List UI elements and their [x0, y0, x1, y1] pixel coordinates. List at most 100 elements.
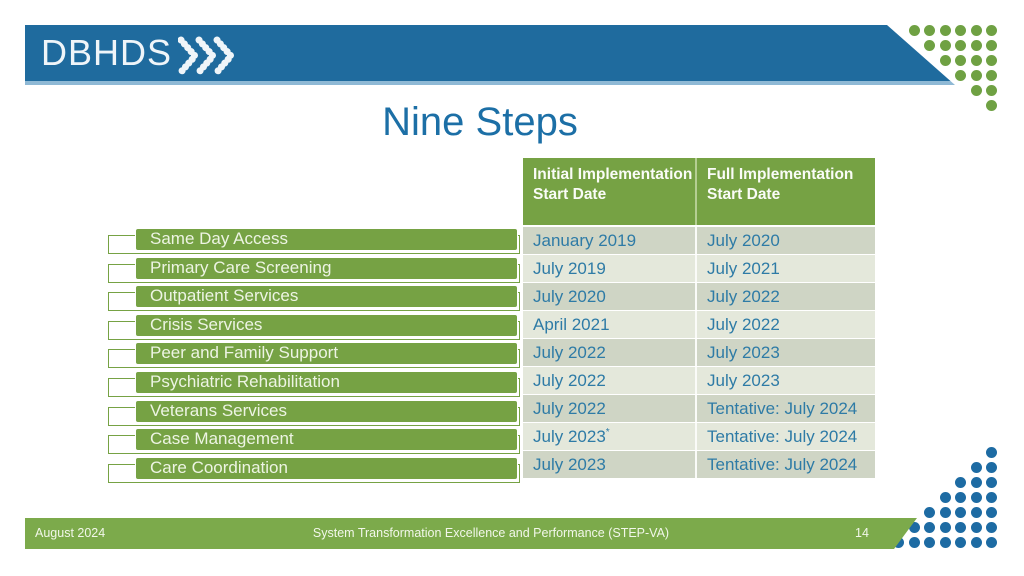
footer-date: August 2024 — [35, 526, 106, 540]
step-bar-care-coordination: Care Coordination — [135, 456, 518, 480]
dot-icon — [986, 40, 997, 51]
footer-bar: August 2024 System Transformation Excell… — [25, 518, 917, 549]
step-bar-psychiatric-rehabilitation: Psychiatric Rehabilitation — [135, 370, 518, 394]
dot-row — [986, 447, 997, 458]
initial-date-cell: January 2019 — [523, 227, 697, 254]
dot-icon — [986, 522, 997, 533]
page-number: 14 — [855, 526, 869, 540]
dot-icon — [908, 522, 920, 533]
dot-icon — [955, 492, 966, 503]
initial-date-cell: July 2022 — [523, 395, 697, 422]
column-header-full: Full Implementation Start Date — [697, 158, 875, 225]
dot-icon — [986, 70, 997, 81]
bottom-right-dots — [893, 447, 997, 548]
table-row: July 2023 Tentative: July 2024 — [523, 451, 875, 479]
initial-date-cell: July 2022 — [523, 367, 697, 394]
dot-icon — [986, 537, 997, 548]
step-bar-primary-care-screening: Primary Care Screening — [135, 256, 518, 280]
dbhds-logo: DBHDS — [41, 32, 173, 73]
full-date-cell: July 2021 — [697, 255, 875, 282]
dot-icon — [986, 55, 997, 66]
step-bar-peer-and-family-support: Peer and Family Support — [135, 342, 518, 366]
dot-icon — [955, 25, 966, 36]
full-date-cell: Tentative: July 2024 — [697, 395, 875, 422]
top-right-dots — [908, 25, 997, 111]
dot-row — [939, 492, 997, 503]
dot-row — [986, 100, 997, 111]
dot-icon — [939, 25, 951, 36]
table-row: July 2022 July 2023 — [523, 367, 875, 395]
dot-icon — [986, 477, 997, 488]
full-date-cell: July 2022 — [697, 283, 875, 310]
dot-icon — [924, 40, 935, 51]
full-date-cell: July 2023 — [697, 367, 875, 394]
full-date-cell: July 2023 — [697, 339, 875, 366]
table-row: July 2019 July 2021 — [523, 255, 875, 283]
table-row: July 2020 July 2022 — [523, 283, 875, 311]
dot-icon — [970, 85, 982, 96]
initial-date-cell: July 2022 — [523, 339, 697, 366]
step-row: Care Coordination — [108, 456, 522, 483]
step-bar-same-day-access: Same Day Access — [135, 228, 518, 251]
step-bar-veterans-services: Veterans Services — [135, 399, 518, 423]
dot-icon — [970, 492, 982, 503]
step-row: Peer and Family Support — [108, 342, 522, 369]
dot-row — [924, 507, 997, 518]
full-date-cell: July 2022 — [697, 311, 875, 338]
dot-row — [924, 40, 997, 51]
dot-icon — [970, 40, 982, 51]
initial-date-cell: July 2023 — [523, 451, 697, 478]
dot-icon — [924, 25, 935, 36]
dot-icon — [986, 447, 997, 458]
step-row: Same Day Access — [108, 228, 522, 254]
dot-icon — [939, 492, 951, 503]
dot-icon — [970, 537, 982, 548]
dot-icon — [908, 537, 920, 548]
dot-icon — [970, 70, 982, 81]
initial-date-cell: July 2023* — [523, 423, 697, 450]
table-row: January 2019 July 2020 — [523, 227, 875, 255]
dot-icon — [924, 537, 935, 548]
step-bar-outpatient-services: Outpatient Services — [135, 285, 518, 309]
dot-row — [955, 70, 997, 81]
dot-icon — [955, 55, 966, 66]
dot-icon — [986, 492, 997, 503]
initial-date-cell: July 2020 — [523, 283, 697, 310]
dot-icon — [955, 40, 966, 51]
dot-icon — [970, 522, 982, 533]
dot-icon — [986, 85, 997, 96]
table-row: April 2021 July 2022 — [523, 311, 875, 339]
footnote-mark: * — [605, 427, 610, 438]
dot-icon — [986, 100, 997, 111]
dot-icon — [939, 507, 951, 518]
column-header-initial: Initial Implementation Start Date — [523, 158, 697, 225]
step-list: Same Day Access Primary Care Screening O… — [108, 228, 522, 485]
dot-row — [893, 537, 997, 548]
dot-icon — [986, 462, 997, 473]
step-row: Case Management — [108, 428, 522, 455]
dot-icon — [924, 507, 935, 518]
dot-row — [970, 85, 997, 96]
step-row: Primary Care Screening — [108, 256, 522, 283]
page-title: Nine Steps — [382, 100, 578, 144]
dot-icon — [955, 522, 966, 533]
dot-icon — [939, 522, 951, 533]
full-date-cell: July 2020 — [697, 227, 875, 254]
dot-icon — [955, 70, 966, 81]
step-row: Psychiatric Rehabilitation — [108, 370, 522, 397]
table-row: July 2022 July 2023 — [523, 339, 875, 367]
dot-row — [908, 522, 997, 533]
step-row: Veterans Services — [108, 399, 522, 426]
table-row: July 2023* Tentative: July 2024 — [523, 423, 875, 451]
dot-icon — [986, 507, 997, 518]
step-row: Outpatient Services — [108, 285, 522, 312]
table-header: Initial Implementation Start Date Full I… — [523, 158, 875, 225]
dot-icon — [986, 25, 997, 36]
step-bar-crisis-services: Crisis Services — [135, 313, 518, 337]
dot-icon — [939, 40, 951, 51]
dot-icon — [970, 477, 982, 488]
dot-row — [908, 25, 997, 36]
footer-title: System Transformation Excellence and Per… — [312, 526, 670, 540]
dot-icon — [970, 25, 982, 36]
